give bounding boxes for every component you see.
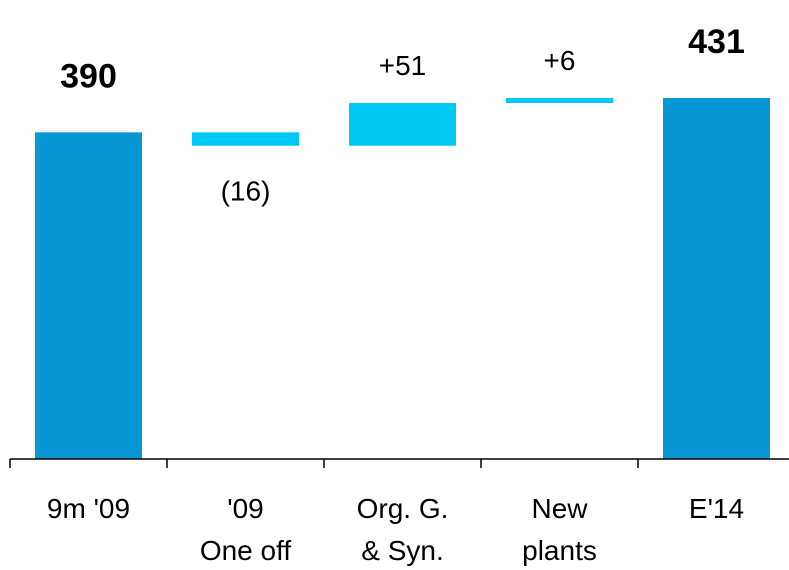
x-tick-label: One off: [200, 535, 292, 566]
x-tick-label: '09: [227, 493, 264, 524]
total-bar: [35, 132, 142, 459]
value-label: +51: [379, 50, 427, 81]
x-tick-label: E'14: [689, 493, 744, 524]
category-labels-layer: 9m '09 '09 One off Org. G. & Syn. New plants E'…: [47, 493, 744, 566]
x-tick-label: plants: [522, 535, 597, 566]
value-label: 431: [688, 23, 745, 61]
value-labels-layer: 390 (16) +51 +6 431: [60, 23, 745, 207]
value-label: +6: [544, 45, 576, 76]
x-tick-label: Org. G.: [357, 493, 449, 524]
value-label: (16): [221, 176, 271, 207]
value-label: 390: [60, 57, 117, 95]
x-tick-label: & Syn.: [361, 535, 443, 566]
total-bar: [663, 98, 770, 459]
delta-bar: [192, 132, 299, 146]
delta-bar: [349, 103, 456, 146]
x-tick-label: 9m '09: [47, 493, 130, 524]
bars-layer: [35, 98, 770, 459]
x-tick-label: New: [531, 493, 588, 524]
x-axis: [9, 458, 789, 468]
delta-bar: [506, 98, 613, 104]
